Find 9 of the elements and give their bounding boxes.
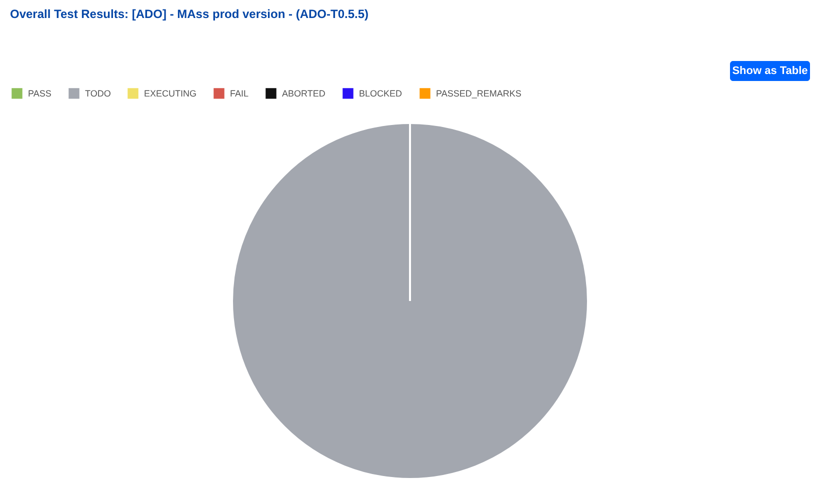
legend-label: TODO [85, 88, 111, 98]
legend-label: PASS [28, 88, 52, 98]
legend-label: BLOCKED [359, 88, 403, 98]
legend-label: FAIL [230, 88, 249, 98]
legend-label: PASSED_REMARKS [436, 88, 522, 98]
legend-label: EXECUTING [144, 88, 197, 98]
text: Show as Table [732, 65, 808, 77]
chart-title: Overall Test Results: [ADO] - MAss prod version - (ADO-T0.5.5) [10, 7, 369, 21]
legend-label: ABORTED [282, 88, 326, 98]
